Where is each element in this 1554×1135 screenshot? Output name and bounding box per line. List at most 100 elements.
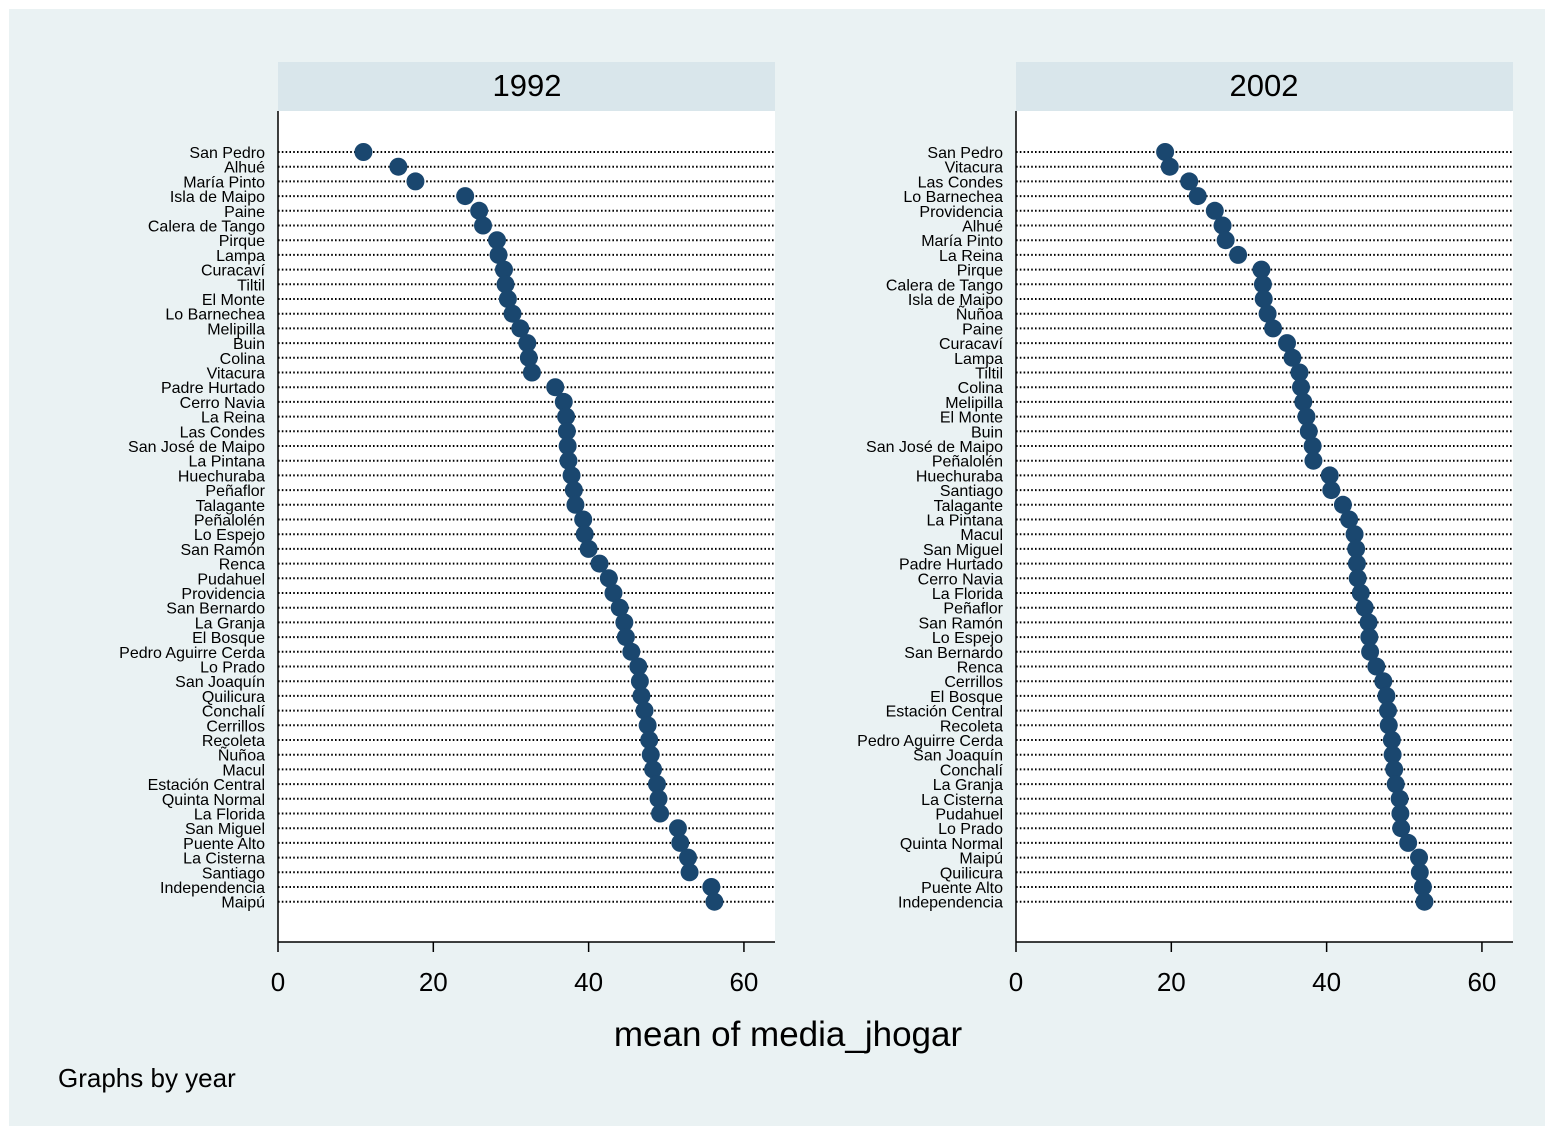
data-point bbox=[1322, 481, 1341, 500]
data-point bbox=[671, 833, 690, 852]
category-label: Conchalí bbox=[940, 762, 1004, 779]
data-point bbox=[1392, 819, 1411, 838]
category-label: Providencia bbox=[919, 204, 1003, 221]
data-point bbox=[1340, 510, 1359, 529]
data-point bbox=[599, 569, 618, 588]
data-point bbox=[1359, 613, 1378, 632]
category-label: Cerrillos bbox=[944, 674, 1003, 691]
plot-area bbox=[278, 111, 775, 942]
category-label: Quinta Normal bbox=[162, 792, 265, 809]
category-label: San Joaquín bbox=[175, 674, 265, 691]
data-point bbox=[1213, 216, 1232, 235]
x-axis: 0 20 40 60 bbox=[1009, 111, 1513, 997]
data-point bbox=[554, 392, 573, 411]
data-point bbox=[641, 745, 660, 764]
category-label: Renca bbox=[219, 557, 265, 574]
data-point bbox=[562, 466, 581, 485]
data-point bbox=[574, 510, 593, 529]
data-point bbox=[651, 804, 670, 823]
category-label: La Reina bbox=[939, 248, 1003, 265]
category-label: La Pintana bbox=[188, 454, 265, 471]
data-point bbox=[1205, 201, 1224, 220]
data-point bbox=[1410, 863, 1429, 882]
data-point bbox=[1410, 848, 1429, 867]
data-point bbox=[649, 789, 668, 808]
data-point bbox=[632, 686, 651, 705]
data-point bbox=[1347, 539, 1366, 558]
data-point bbox=[702, 878, 721, 896]
data-point bbox=[1386, 775, 1405, 794]
category-label: La Reina bbox=[201, 410, 265, 427]
category-label: Isla de Maipo bbox=[908, 292, 1003, 309]
category-label: Buin bbox=[233, 336, 265, 353]
category-label: Las Condes bbox=[180, 424, 265, 441]
category-label: Peñalolén bbox=[194, 513, 265, 530]
data-point bbox=[489, 245, 508, 264]
data-point bbox=[705, 892, 724, 911]
data-point bbox=[1253, 275, 1272, 294]
category-label: Huechuraba bbox=[178, 468, 265, 485]
data-point bbox=[1345, 525, 1364, 544]
data-point bbox=[546, 378, 565, 397]
category-label: Huechuraba bbox=[916, 468, 1003, 485]
category-label: Santiago bbox=[202, 865, 265, 882]
category-label: Ñuñoa bbox=[218, 745, 265, 765]
data-point bbox=[1355, 598, 1374, 617]
data-point bbox=[575, 525, 594, 544]
data-point bbox=[1361, 642, 1380, 661]
data-point bbox=[494, 260, 513, 279]
category-label: Curacaví bbox=[201, 263, 266, 280]
category-label: Pirque bbox=[219, 233, 265, 250]
panel-title: 1992 bbox=[493, 68, 562, 103]
data-point bbox=[498, 290, 517, 308]
category-label: Renca bbox=[957, 660, 1003, 677]
category-label: Las Condes bbox=[918, 174, 1003, 191]
category-label: Recoleta bbox=[202, 733, 265, 750]
category-label: Talagante bbox=[934, 498, 1003, 515]
data-point bbox=[474, 216, 493, 235]
category-label: Tiltil bbox=[237, 277, 265, 294]
x-tick-label: 0 bbox=[1009, 967, 1023, 997]
data-point bbox=[522, 363, 541, 382]
category-label: Lo Espejo bbox=[932, 630, 1003, 647]
data-point bbox=[679, 848, 698, 867]
data-point bbox=[604, 584, 623, 602]
data-point bbox=[1180, 172, 1199, 191]
category-label: Tiltil bbox=[975, 366, 1003, 383]
data-point bbox=[1299, 422, 1318, 441]
data-point bbox=[559, 451, 578, 470]
data-point bbox=[638, 716, 657, 735]
data-point bbox=[1156, 143, 1175, 161]
panel-header bbox=[278, 62, 775, 111]
data-point bbox=[1415, 892, 1434, 911]
category-label: Colina bbox=[958, 380, 1003, 397]
category-label: Independencia bbox=[160, 880, 265, 897]
x-tick-label: 60 bbox=[729, 967, 758, 997]
category-label: La Florida bbox=[932, 586, 1003, 603]
category-label: Pedro Aguirre Cerda bbox=[857, 733, 1003, 750]
data-point bbox=[1229, 245, 1248, 264]
category-label: Vitacura bbox=[945, 160, 1004, 177]
category-label: La Pintana bbox=[926, 513, 1003, 530]
category-label: Alhué bbox=[224, 160, 265, 177]
data-point bbox=[1360, 628, 1379, 647]
data-point bbox=[610, 598, 629, 617]
category-label: Melipilla bbox=[207, 321, 265, 338]
data-point bbox=[1291, 378, 1310, 397]
data-point bbox=[1367, 657, 1386, 676]
category-label: San José de Maipo bbox=[866, 439, 1003, 456]
category-label: Lo Barnechea bbox=[165, 307, 265, 324]
category-label: Lo Espejo bbox=[194, 527, 265, 544]
data-point bbox=[1294, 392, 1313, 411]
category-label: Buin bbox=[971, 424, 1003, 441]
data-point bbox=[629, 657, 648, 676]
category-label: Pudahuel bbox=[935, 807, 1003, 824]
category-label: San Miguel bbox=[185, 821, 265, 838]
category-label: Macul bbox=[960, 527, 1003, 544]
category-label: Estación Central bbox=[148, 777, 265, 794]
category-label: Melipilla bbox=[945, 395, 1003, 412]
